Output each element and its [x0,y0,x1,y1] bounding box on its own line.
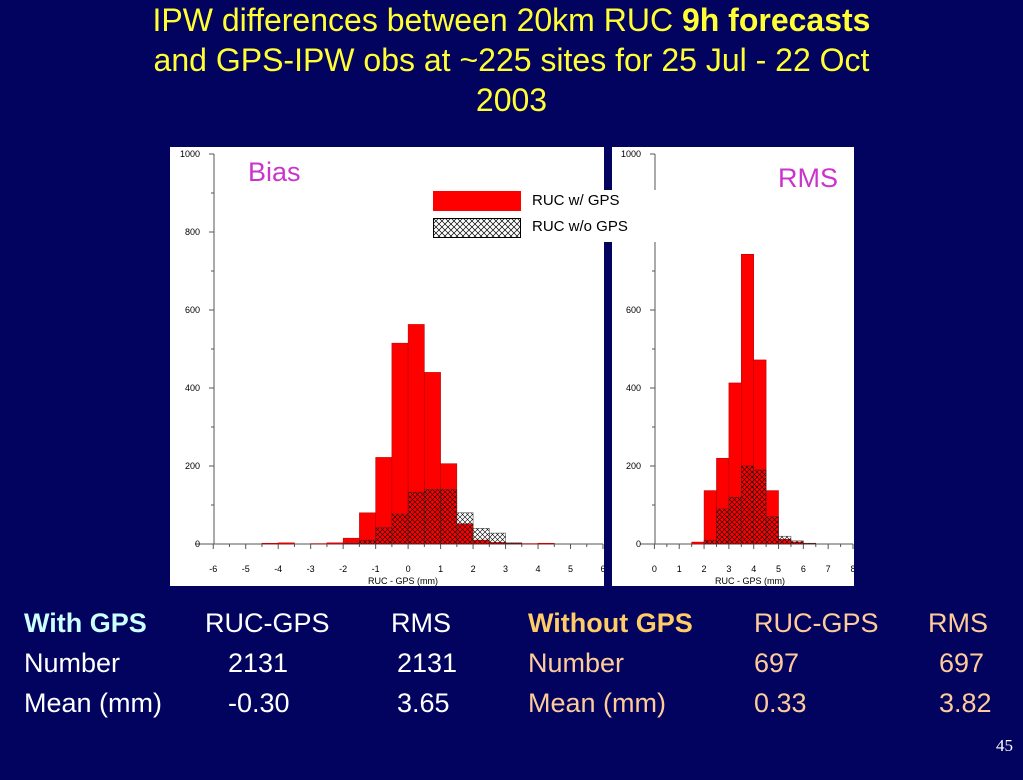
bar-with-gps [537,542,555,545]
slide-title: IPW differences between 20km RUC 9h fore… [0,0,1023,120]
x-tick-label: 4 [751,564,756,574]
stats-without-row1-v1: 697 [754,648,800,678]
stats-with-col1: RUC-GPS [205,608,330,638]
x-tick-label: 3 [726,564,731,574]
bar-without-gps [703,539,717,545]
x-tick-label: 6 [600,564,604,574]
x-tick-label: 1 [677,564,682,574]
chart-legend: RUC w/ GPS RUC w/o GPS [432,190,662,242]
x-tick-label: -5 [242,564,250,574]
title-part-1: IPW differences between 20km RUC [152,2,682,38]
stats-without-row2-v2: 3.82 [939,688,992,718]
bar-without-gps [342,542,360,545]
legend-swatch-with-gps [433,191,521,211]
x-tick-label: 0 [406,564,411,574]
x-tick-label: 7 [826,564,831,574]
stats-with-col2: RMS [391,608,451,638]
bar-with-gps [277,542,295,545]
bar-without-gps [391,513,409,545]
stats-without-col2: RMS [928,608,988,638]
title-line-2: and GPS-IPW obs at ~225 sites for 25 Jul… [153,42,870,78]
x-tick-label: -2 [339,564,347,574]
stats-with-row1-v1: 2131 [228,648,289,678]
x-tick-label: 0 [652,564,657,574]
bar-without-gps [790,540,804,545]
stats-without-row2-label: Mean (mm) [528,688,667,718]
bar-without-gps [440,489,458,545]
y-tick-label: 0 [195,539,200,549]
stats-with-row2-v1: -0.30 [228,688,290,718]
bar-without-gps [359,539,376,545]
bar-with-gps [703,490,717,545]
bar-without-gps [456,512,474,545]
x-tick-label: 5 [568,564,573,574]
y-tick-label: 200 [185,461,200,471]
y-tick-label: 400 [626,383,641,393]
x-axis-label: RUC - GPS (mm) [368,576,438,586]
bar-with-gps [326,542,344,545]
stats-with-header: With GPS [24,608,147,638]
y-tick-label: 1000 [621,149,641,159]
x-tick-label: 3 [503,564,508,574]
x-tick-label: 1 [438,564,443,574]
y-tick-label: 600 [626,305,641,315]
stats-without-row2-v1: 0.33 [754,688,807,718]
bar-without-gps [728,496,742,545]
bar-without-gps [778,535,792,545]
bar-without-gps [741,465,754,545]
bar-without-gps [472,528,490,545]
x-axis-label: RUC - GPS (mm) [715,576,785,586]
bar-with-gps [261,542,279,545]
stats-without-row1-label: Number [528,648,625,678]
legend-label-with-gps: RUC w/ GPS [532,192,620,209]
stats-with-row2-v2: 3.65 [397,688,450,718]
y-tick-label: 1000 [180,149,200,159]
x-tick-label: -3 [307,564,315,574]
legend-label-without-gps: RUC w/o GPS [532,218,628,235]
stats-with-row1-v2: 2131 [397,648,458,678]
bar-without-gps [753,469,767,545]
bar-with-gps [691,541,705,545]
stats-without-header: Without GPS [528,608,693,638]
bar-without-gps [803,542,817,545]
bias-chart-title: Bias [248,157,301,187]
page-number: 45 [996,736,1013,755]
stats-without-col1: RUC-GPS [754,608,879,638]
x-tick-label: 4 [536,564,541,574]
bar-without-gps [505,542,523,545]
x-tick-label: -6 [209,564,217,574]
bar-without-gps [489,532,506,545]
bar-without-gps [765,516,779,545]
x-tick-label: 8 [850,564,854,574]
y-tick-label: 600 [185,305,200,315]
y-tick-label: 200 [626,461,641,471]
stats-with-row2-label: Mean (mm) [24,688,163,718]
bar-without-gps [716,508,730,545]
rms-chart-title: RMS [778,163,838,193]
x-tick-label: 6 [801,564,806,574]
bar-with-gps [359,512,376,545]
stats-with-row1-label: Number [24,648,121,678]
x-tick-label: -1 [372,564,380,574]
title-line-1: IPW differences between 20km RUC 9h fore… [0,0,1023,40]
x-tick-label: -4 [274,564,282,574]
legend-swatch-without-gps [433,218,521,238]
y-tick-label: 400 [185,383,200,393]
bias-histogram: 0 200 400 600 800 1000 -6 -5 -4 -3 -2 -1 0 1 2 3 4 5 6 RUC … [180,149,604,586]
y-tick-label: 0 [636,539,641,549]
x-tick-label: 2 [702,564,707,574]
x-tick-label: 5 [776,564,781,574]
bar-without-gps [407,491,425,545]
x-tick-label: 2 [471,564,476,574]
title-bold-part: 9h forecasts [681,2,871,38]
stats-without-row1-v2: 697 [939,648,985,678]
bar-without-gps [375,527,393,545]
bar-without-gps [424,489,441,545]
y-tick-label: 800 [185,227,200,237]
title-line-3: 2003 [475,82,548,118]
